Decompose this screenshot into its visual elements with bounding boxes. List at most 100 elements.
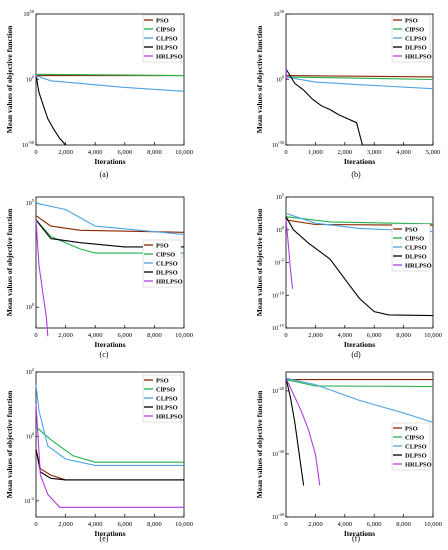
x-tick-label: 0	[34, 521, 37, 528]
series-line-clpso	[35, 202, 185, 235]
legend-label: ClPSO	[156, 251, 175, 258]
panel-caption: (d)	[351, 350, 361, 359]
x-axis-label: Iterations	[344, 157, 375, 166]
x-tick-label: 4,000	[396, 149, 411, 156]
x-tick-label: 10,000	[175, 149, 193, 156]
x-tick-label: 10,000	[175, 521, 193, 528]
series-line-dlpso	[285, 378, 305, 486]
legend-label: DLPSO	[156, 269, 178, 276]
x-tick-label: 6,000	[117, 149, 132, 156]
y-tick-label: 105	[26, 198, 35, 207]
chart-panel-d: 0 2,000 4,000 6,000 8,000 10,000 105 100 10-5 10-…	[255, 192, 442, 359]
y-axis-label: Mean values of objective function	[255, 25, 264, 133]
legend-label: ClPSO	[405, 235, 424, 242]
series-line-clpso	[285, 76, 434, 81]
legend-label: DLPSO	[405, 253, 427, 260]
legend-label: PSO	[156, 242, 169, 249]
y-axis-label: Mean values of objective function	[5, 208, 14, 316]
y-tick-label: 100	[276, 225, 285, 234]
series-line-dlpso	[285, 216, 434, 317]
legend: PSO ClPSO CLPSO DLPSO HRLPSO	[142, 14, 183, 63]
series-line-clpso	[35, 219, 184, 254]
chart-panel-c: 0 2,000 4,000 6,000 8,000 10,000 105 100 PSO ClPS…	[5, 196, 193, 359]
series-line-clpso	[285, 379, 434, 388]
x-tick-label: 10,000	[424, 521, 442, 528]
y-axis-label: Mean values of objective function	[255, 390, 264, 498]
legend: PSO ClPSO CLPSO DLPSO HRLPSO	[142, 239, 183, 288]
legend-label: DLPSO	[405, 44, 427, 51]
series-line-hrlpso	[285, 219, 294, 289]
x-tick-label: 10,000	[175, 332, 193, 339]
panel-caption: (a)	[100, 170, 109, 179]
x-tick-label: 2,000	[58, 332, 73, 339]
legend-label: ClPSO	[156, 386, 175, 393]
y-tick-label: 10-2	[24, 496, 34, 505]
x-tick-label: 6,000	[367, 521, 382, 528]
x-tick-label: 1,000	[308, 149, 323, 156]
legend-label: ClPSO	[156, 26, 175, 33]
chart-panel-b: 0 1,000 2,000 3,000 4,000 5,000 1050 100 10-50 PS…	[255, 9, 440, 179]
legend-label: HRLPSO	[156, 278, 183, 285]
legend-label: ClPSO	[405, 26, 424, 33]
legend-label: CLPSO	[405, 443, 427, 450]
legend-label: DLPSO	[405, 452, 427, 459]
y-axis-label: Mean values of objective function	[5, 390, 14, 498]
panel-caption: (b)	[351, 170, 361, 179]
panel-caption: (c)	[100, 350, 109, 359]
y-tick-label: 100	[26, 302, 35, 311]
legend-label: PSO	[405, 17, 418, 24]
y-axis-label: Mean values of objective function	[5, 25, 14, 133]
chart-panel-f: 0 2,000 4,000 6,000 8,000 10,000 10-20 10-30 10-…	[255, 371, 442, 543]
x-tick-label: 2,000	[58, 521, 73, 528]
x-tick-label: 0	[284, 149, 287, 156]
x-tick-label: 5,000	[426, 149, 441, 156]
series-line-hrlpso	[35, 219, 49, 337]
x-tick-label: 2,000	[308, 332, 323, 339]
y-tick-label: 10-50	[272, 140, 285, 149]
legend: PSO ClPSO CLPSO DLPSO HRLPSO	[391, 422, 432, 471]
legend-label: HRLPSO	[405, 53, 432, 60]
x-tick-label: 10,000	[424, 332, 442, 339]
series-line-clpso	[35, 75, 185, 92]
x-tick-label: 0	[284, 521, 287, 528]
legend: PSO ClPSO CLPSO DLPSO HRLPSO	[391, 223, 432, 272]
x-tick-label: 8,000	[147, 149, 162, 156]
legend-label: HRLPSO	[156, 53, 183, 60]
series-line-dlpso	[35, 449, 184, 481]
x-tick-label: 4,000	[337, 521, 352, 528]
plot-frame	[35, 196, 185, 329]
x-tick-label: 2,000	[337, 149, 352, 156]
x-axis-label: Iterations	[94, 340, 125, 349]
x-tick-label: 8,000	[147, 332, 162, 339]
x-tick-label: 8,000	[396, 521, 411, 528]
x-axis-label: Iterations	[344, 340, 375, 349]
chart-panel-a: 0 2,000 4,000 6,000 8,000 10,000 1050 100 10-50 P…	[5, 9, 193, 179]
legend-label: HRLPSO	[405, 262, 432, 269]
legend-label: ClPSO	[405, 434, 424, 441]
y-tick-label: 100	[276, 75, 285, 84]
x-axis-label: Iterations	[344, 529, 375, 538]
y-tick-label: 105	[276, 192, 285, 201]
legend-label: DLPSO	[156, 44, 178, 51]
x-tick-label: 8,000	[396, 332, 411, 339]
legend-label: CLPSO	[156, 395, 178, 402]
x-tick-label: 3,000	[367, 149, 382, 156]
series-line-clpso	[285, 377, 434, 423]
series-line-clpso	[35, 384, 184, 466]
legend-label: PSO	[405, 226, 418, 233]
x-tick-label: 6,000	[117, 521, 132, 528]
legend-label: CLPSO	[156, 35, 178, 42]
x-axis-label: Iterations	[94, 157, 125, 166]
y-tick-label: 10-30	[272, 449, 285, 458]
y-tick-label: 102	[26, 367, 34, 376]
y-tick-label: 10-20	[272, 386, 285, 395]
legend: PSO ClPSO CLPSO DLPSO HRLPSO	[391, 14, 432, 63]
x-tick-label: 0	[34, 332, 37, 339]
panel-caption: (f)	[352, 534, 360, 543]
y-tick-label: 1050	[24, 9, 35, 18]
plot-frame	[35, 371, 185, 518]
y-tick-label: 100	[26, 75, 35, 84]
y-tick-label: 10-10	[272, 290, 285, 299]
x-axis-label: Iterations	[94, 529, 125, 538]
